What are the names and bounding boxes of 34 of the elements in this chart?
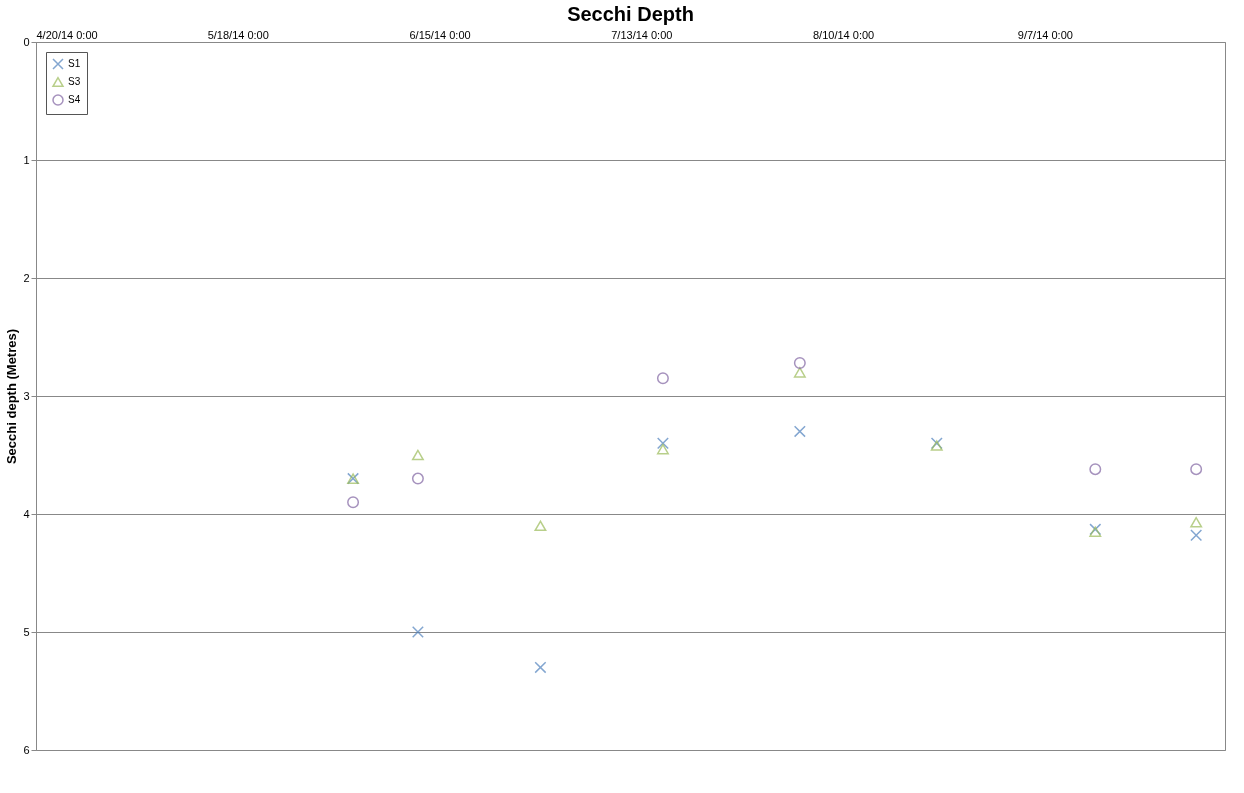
point: [1190, 529, 1203, 542]
point: [534, 661, 547, 674]
point: [793, 425, 806, 438]
legend-label: S3: [68, 76, 81, 87]
y-axis-title: Secchi depth (Metres): [4, 328, 20, 465]
point: [1190, 463, 1203, 476]
point: [1190, 516, 1203, 528]
point: [793, 367, 806, 378]
point: [411, 626, 424, 638]
x-tick-label: 8/10/14 0:00: [812, 28, 875, 41]
point: [534, 520, 547, 532]
y-tick-label: 6: [23, 743, 30, 756]
point: [656, 372, 669, 385]
point: [1089, 463, 1102, 476]
point: [411, 449, 424, 461]
point: [656, 443, 669, 455]
y-tick-label: 0: [23, 35, 30, 48]
x-tick-label: 4/20/14 0:00: [36, 28, 98, 41]
y-tick-label: 5: [23, 625, 30, 638]
x-tick-label: 9/7/14 0:00: [1017, 28, 1073, 41]
legend-label: S1: [68, 58, 81, 69]
x-tick-label: 7/13/14 0:00: [611, 28, 673, 41]
point: [793, 356, 806, 369]
legend-label: S4: [68, 94, 81, 105]
y-tick-label: 3: [23, 389, 30, 402]
y-tick-label: 1: [23, 153, 30, 166]
point: [347, 496, 360, 509]
point: [411, 472, 424, 485]
point: [656, 437, 669, 450]
chart-title: Secchi Depth: [567, 3, 694, 25]
y-tick-label: 4: [23, 507, 30, 520]
x-tick-label: 6/15/14 0:00: [409, 28, 471, 41]
x-tick-label: 5/18/14 0:00: [207, 28, 269, 41]
y-tick-label: 2: [23, 271, 30, 284]
